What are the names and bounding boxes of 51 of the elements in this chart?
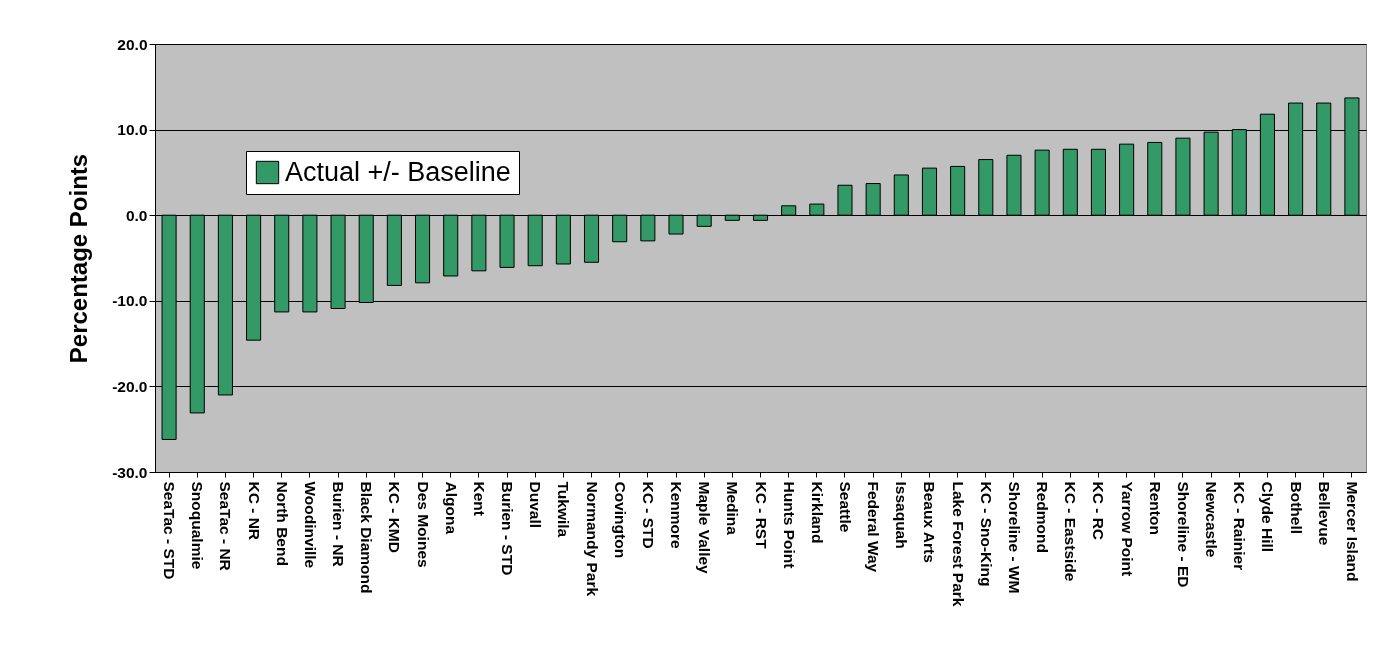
y-tick-label: -10.0: [112, 292, 148, 310]
x-tick-label: KC - Rainier: [1231, 481, 1249, 571]
x-tick-label: KC - NR: [245, 481, 263, 541]
x-tick-label: KC - STD: [639, 481, 657, 549]
x-tick-label: Kenmore: [668, 481, 686, 550]
y-tick-label: 10.0: [117, 121, 148, 139]
x-tick-label: Algona: [442, 481, 460, 535]
x-tick-label: Covington: [611, 481, 629, 559]
x-tick-label: Bellevue: [1315, 481, 1333, 546]
x-tick-label: Burien - STD: [499, 481, 517, 576]
x-tick-label: Normandy Park: [583, 481, 601, 597]
x-tick-label: Des Moines: [414, 481, 432, 568]
y-tick-label: -20.0: [112, 377, 148, 395]
y-tick-label: 0.0: [125, 206, 148, 224]
x-tick-label: Maple Valley: [696, 481, 714, 575]
x-tick-label: SeaTac - STD: [161, 481, 179, 580]
y-tick-label: -30.0: [112, 463, 148, 481]
x-tick-label: Hunts Point: [780, 481, 798, 569]
x-tick-label: Beaux Arts: [921, 481, 939, 563]
x-tick-label: Mercer Island: [1343, 481, 1361, 582]
x-tick-label: Kirkland: [808, 481, 826, 544]
x-tick-label: Clyde Hill: [1259, 481, 1277, 553]
x-tick-label: Lake Forest Park: [949, 481, 967, 607]
x-tick-label: KC - Eastside: [1062, 481, 1080, 582]
x-tick-label: Duvall: [527, 481, 545, 529]
x-tick-label: Seattle: [836, 481, 854, 533]
x-tick-label: Shoreline - ED: [1174, 481, 1192, 588]
x-tick-label: KC - Sno-King: [977, 481, 995, 587]
x-tick-label: Woodinville: [301, 481, 319, 569]
x-tick-label: Snoqualmie: [189, 481, 207, 570]
x-tick-label: Shoreline - WM: [1005, 481, 1023, 594]
x-tick-label: Newcastle: [1203, 481, 1221, 558]
x-tick-label: KC - RST: [752, 481, 770, 550]
x-tick-label: SeaTac - NR: [217, 481, 235, 571]
x-tick-label: Federal Way: [865, 481, 883, 573]
x-tick-label: Burien - NR: [330, 481, 348, 567]
x-tick-label: Tukwila: [555, 481, 573, 538]
x-tick-label: Issaquah: [893, 481, 911, 549]
x-tick-label: KC - RC: [1090, 481, 1108, 541]
x-tick-label: KC - KMD: [386, 481, 404, 553]
x-tick-label: Bothell: [1287, 481, 1305, 535]
y-axis-title: Percentage Points: [65, 153, 93, 364]
x-tick-label: Renton: [1146, 481, 1164, 535]
x-tick-label: Yarrow Point: [1118, 481, 1136, 577]
x-tick-label: North Bend: [273, 481, 291, 566]
y-tick-label: 20.0: [117, 35, 148, 53]
x-tick-label: Kent: [470, 481, 488, 516]
x-tick-label: Medina: [724, 481, 742, 536]
x-tick-label: Redmond: [1034, 481, 1052, 553]
x-tick-label: Black Diamond: [358, 481, 376, 594]
legend-label: Actual +/- Baseline: [285, 156, 511, 187]
